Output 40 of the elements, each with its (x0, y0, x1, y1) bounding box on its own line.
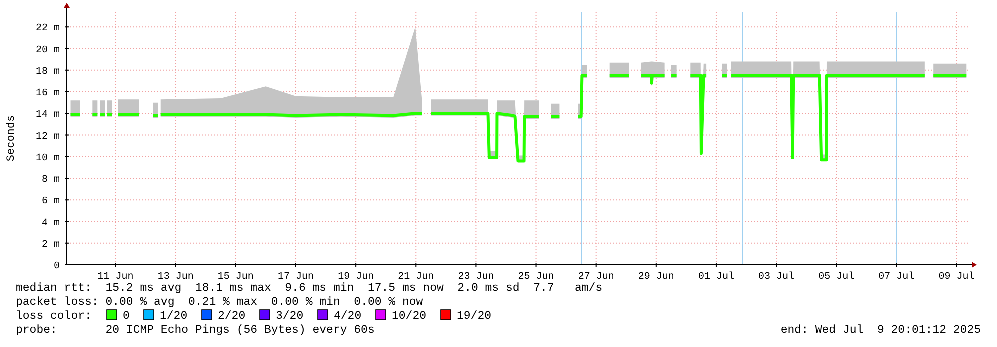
y-tick-label: 0 (54, 262, 60, 272)
x-tick-label: 15 Jun (218, 272, 254, 283)
x-tick-label: 27 Jun (578, 272, 614, 283)
x-tick-label: 19 Jun (338, 272, 374, 283)
x-tick-label: 13 Jun (158, 272, 194, 283)
legend-label: 19/20 (457, 310, 492, 323)
legend-label: 0 (123, 310, 130, 323)
y-tick-label: 10 m (36, 153, 60, 164)
y-tick-label: 22 m (36, 24, 60, 35)
x-tick-label: 17 Jun (278, 272, 314, 283)
y-tick-label: 18 m (36, 66, 60, 78)
x-tick-label: 21 Jun (398, 272, 434, 283)
x-tick-label: 03 Jul (758, 271, 795, 283)
x-tick-label: 11 Jun (98, 272, 134, 283)
y-tick-label: 8 m (42, 175, 60, 186)
legend-label: 10/20 (392, 310, 427, 323)
x-tick-label: 07 Jul (878, 271, 915, 283)
legend-title: loss color: (16, 310, 92, 323)
legend-label: 1/20 (160, 310, 188, 323)
y-axis-title: Seconds (6, 115, 18, 162)
y-tick-label: 6 m (42, 196, 60, 208)
x-tick-label: 01 Jul (698, 271, 734, 283)
y-tick-label: 12 m (36, 132, 60, 143)
x-tick-label: 09 Jul (938, 271, 975, 283)
x-tick-label: 23 Jun (458, 272, 494, 283)
legend-label: 2/20 (218, 310, 246, 323)
legend-label: 4/20 (334, 310, 362, 323)
y-tick-label: 4 m (42, 218, 60, 230)
legend-label: 3/20 (276, 310, 304, 323)
y-tick-label: 16 m (36, 88, 60, 100)
text: packet loss: 0.00 % avg 0.21 % max 0.00 % min 0.00 % now (16, 296, 424, 309)
text: probe: 20 ICMP Echo Pings (56 Bytes) every 60s (16, 324, 375, 337)
y-tick-label: 2 m (42, 240, 60, 251)
text: median rtt: 15.2 ms avg 18.1 ms max 9.6 ms min 17.5 ms now 2.0 ms sd 7.7 am/s (16, 282, 603, 295)
y-tick-label: 14 m (36, 110, 60, 122)
x-tick-label: 05 Jul (818, 271, 855, 283)
x-tick-label: 25 Jun (518, 272, 554, 283)
x-tick-label: 29 Jun (638, 272, 674, 283)
text: end: Wed Jul 9 20:01:12 2025 (780, 324, 982, 337)
y-tick-label: 20 m (36, 45, 60, 56)
